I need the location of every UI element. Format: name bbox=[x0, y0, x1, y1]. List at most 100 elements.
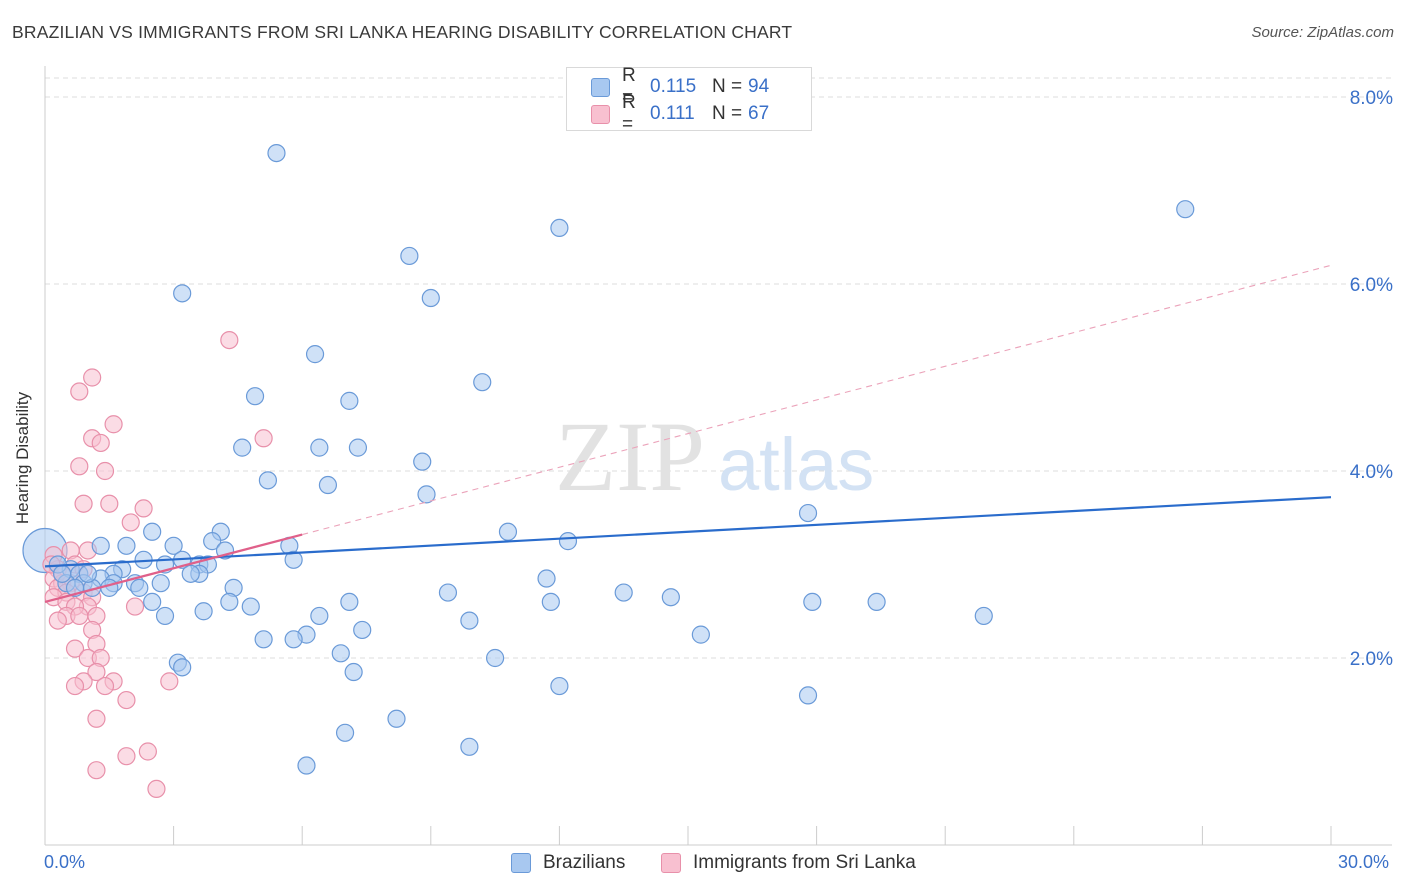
trend-line-brazilians bbox=[44, 496, 1332, 568]
data-point-brazilians bbox=[798, 686, 818, 705]
data-point-sri-lanka bbox=[83, 368, 102, 387]
data-point-sri-lanka bbox=[70, 382, 89, 401]
data-point-brazilians bbox=[310, 438, 329, 457]
trend-line-sri-lanka bbox=[44, 533, 303, 603]
data-point-brazilians bbox=[387, 709, 406, 728]
data-point-brazilians bbox=[181, 564, 200, 583]
data-point-brazilians bbox=[340, 391, 359, 410]
data-points bbox=[22, 144, 1195, 799]
data-point-brazilians bbox=[335, 723, 355, 742]
data-point-brazilians bbox=[974, 606, 993, 626]
data-point-brazilians bbox=[284, 630, 303, 649]
data-point-sri-lanka bbox=[104, 415, 123, 434]
legend-n-value: 67 bbox=[748, 103, 770, 124]
data-point-brazilians bbox=[305, 345, 325, 364]
data-point-brazilians bbox=[340, 592, 359, 612]
data-point-sri-lanka bbox=[70, 457, 89, 476]
data-point-sri-lanka bbox=[91, 433, 110, 453]
data-point-brazilians bbox=[460, 737, 479, 756]
series-label-sri-lanka: Immigrants from Sri Lanka bbox=[693, 852, 916, 873]
data-point-brazilians bbox=[130, 578, 149, 597]
data-point-sri-lanka bbox=[74, 494, 93, 513]
data-point-brazilians bbox=[498, 522, 518, 541]
data-point-brazilians bbox=[220, 592, 239, 612]
x-tick-label-max: 30.0% bbox=[1338, 852, 1390, 872]
data-point-brazilians bbox=[413, 452, 432, 471]
data-point-brazilians bbox=[537, 569, 556, 588]
series-swatch-brazilians bbox=[511, 853, 531, 873]
data-point-brazilians bbox=[486, 648, 505, 668]
data-point-brazilians bbox=[173, 658, 192, 677]
data-point-brazilians bbox=[143, 522, 162, 541]
legend-swatch-brazilians bbox=[591, 77, 610, 97]
x-tick-label-min: 0.0% bbox=[44, 852, 86, 872]
data-point-sri-lanka bbox=[95, 676, 115, 696]
source-label: Source: ZipAtlas.com bbox=[1251, 24, 1394, 41]
data-point-sri-lanka bbox=[254, 429, 273, 448]
y-tick-label: 2.0% bbox=[1350, 649, 1393, 670]
data-point-sri-lanka bbox=[125, 597, 145, 616]
watermark: ZIP atlas bbox=[555, 401, 874, 512]
data-point-brazilians bbox=[344, 662, 363, 682]
data-point-brazilians bbox=[541, 592, 560, 612]
data-point-sri-lanka bbox=[65, 676, 85, 696]
data-point-brazilians bbox=[460, 611, 479, 630]
legend-r-value: 0.111 bbox=[650, 103, 695, 124]
series-legend-sri-lanka[interactable]: Immigrants from Sri Lanka bbox=[661, 852, 916, 874]
data-point-brazilians bbox=[297, 756, 316, 775]
data-point-sri-lanka bbox=[138, 742, 157, 761]
y-axis-label: Hearing Disability bbox=[13, 391, 32, 525]
legend-n-label: N = bbox=[712, 76, 743, 97]
data-point-brazilians bbox=[100, 578, 119, 597]
data-point-brazilians bbox=[558, 532, 578, 551]
data-point-brazilians bbox=[53, 564, 72, 583]
y-tick-label: 4.0% bbox=[1350, 462, 1393, 483]
data-point-sri-lanka bbox=[220, 331, 239, 350]
trend-lines bbox=[44, 264, 1332, 603]
data-point-brazilians bbox=[267, 144, 286, 163]
data-point-brazilians bbox=[203, 532, 222, 551]
data-point-brazilians bbox=[151, 574, 170, 593]
data-point-sri-lanka bbox=[160, 672, 179, 691]
data-point-brazilians bbox=[798, 503, 818, 523]
data-point-sri-lanka bbox=[121, 513, 140, 532]
legend-n-value: 94 bbox=[748, 76, 770, 97]
data-point-brazilians bbox=[803, 592, 822, 612]
legend-row-sri-lanka: R = 0.111 N = 67 bbox=[591, 92, 770, 135]
data-point-brazilians bbox=[117, 536, 136, 555]
legend-r-label: R = bbox=[622, 92, 636, 135]
data-point-brazilians bbox=[421, 288, 440, 308]
legend-swatch-sri-lanka bbox=[591, 104, 610, 124]
data-point-brazilians bbox=[78, 564, 97, 583]
data-point-brazilians bbox=[258, 471, 278, 490]
data-point-brazilians bbox=[691, 625, 710, 644]
data-point-sri-lanka bbox=[87, 662, 106, 682]
data-point-brazilians bbox=[245, 387, 265, 406]
data-point-sri-lanka bbox=[70, 606, 89, 626]
data-point-sri-lanka bbox=[87, 709, 106, 728]
trend-line-sri-lanka-extrapolated bbox=[302, 264, 1332, 536]
data-point-sri-lanka bbox=[134, 499, 153, 518]
series-label-brazilians: Brazilians bbox=[543, 852, 626, 873]
data-point-sri-lanka bbox=[100, 494, 119, 513]
axes bbox=[44, 66, 1392, 846]
data-point-brazilians bbox=[550, 218, 569, 237]
data-point-brazilians bbox=[550, 676, 569, 696]
data-point-brazilians bbox=[155, 606, 175, 626]
series-legend-brazilians[interactable]: Brazilians bbox=[511, 852, 625, 874]
legend-r-label: R = bbox=[622, 65, 636, 108]
series-legend: Brazilians Immigrants from Sri Lanka bbox=[0, 852, 1406, 878]
data-point-sri-lanka bbox=[147, 779, 166, 799]
data-point-brazilians bbox=[867, 592, 886, 612]
data-point-brazilians bbox=[400, 246, 419, 266]
data-point-brazilians bbox=[254, 630, 273, 649]
data-point-sri-lanka bbox=[95, 461, 115, 481]
legend-n-label: N = bbox=[712, 103, 743, 124]
data-point-brazilians bbox=[614, 583, 633, 602]
y-tick-labels: 2.0% 4.0% 6.0% 8.0% bbox=[1350, 88, 1393, 670]
data-point-brazilians bbox=[318, 475, 338, 495]
data-point-brazilians bbox=[233, 438, 252, 457]
stats-legend: R = 0.115 N = 94 R = 0.111 N = 67 bbox=[566, 65, 812, 135]
data-point-brazilians bbox=[473, 373, 492, 392]
